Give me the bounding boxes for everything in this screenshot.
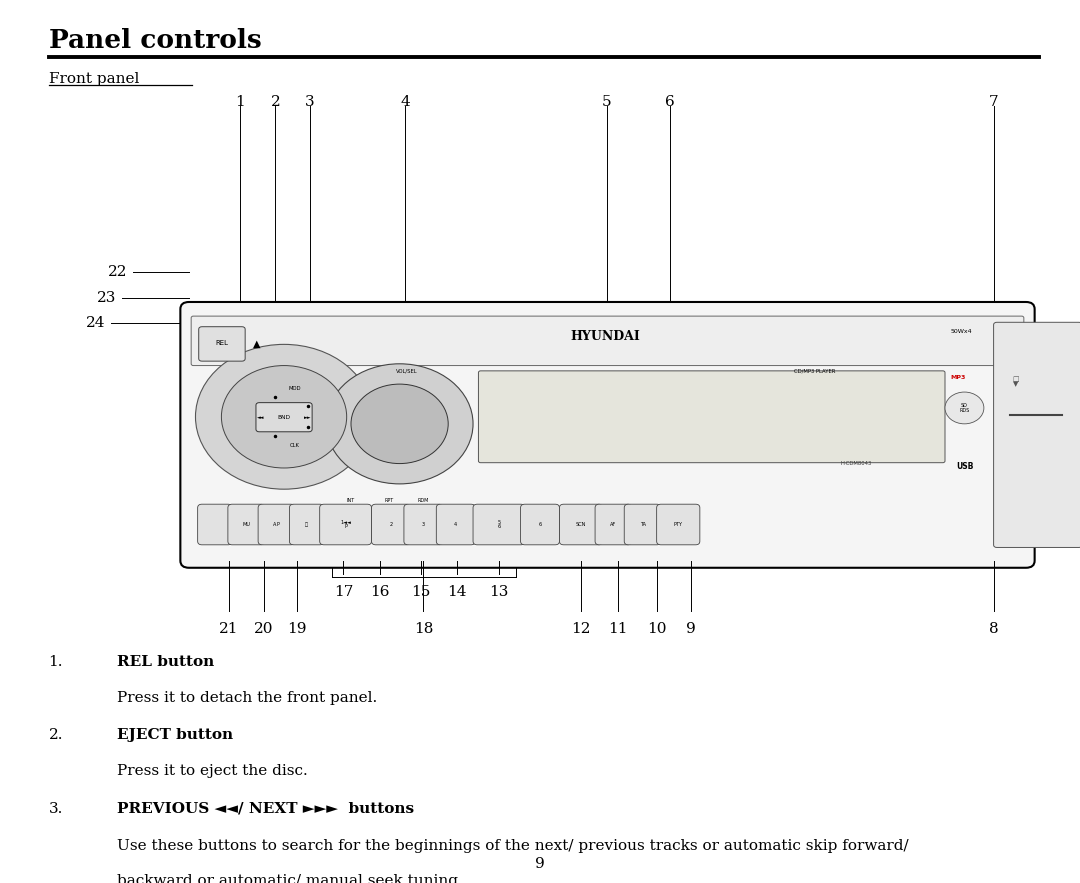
FancyBboxPatch shape [473, 504, 525, 545]
Text: INT: INT [347, 498, 355, 503]
Text: 10: 10 [647, 622, 666, 636]
FancyBboxPatch shape [521, 504, 559, 545]
Text: 22: 22 [108, 265, 127, 279]
Text: REL: REL [215, 341, 228, 346]
Text: 1: 1 [234, 95, 245, 109]
Text: REL button: REL button [117, 655, 214, 669]
FancyBboxPatch shape [258, 504, 295, 545]
Text: 13: 13 [489, 585, 509, 599]
Text: Panel controls: Panel controls [49, 28, 261, 53]
FancyBboxPatch shape [191, 316, 1024, 366]
Text: MOD: MOD [288, 386, 301, 391]
Text: 3.: 3. [49, 802, 63, 816]
FancyBboxPatch shape [199, 327, 245, 361]
Text: 3: 3 [306, 95, 314, 109]
Circle shape [221, 366, 347, 468]
Text: 1◄◄
P: 1◄◄ P [340, 520, 351, 529]
Text: backward or automatic/ manual seek tuning.: backward or automatic/ manual seek tunin… [117, 874, 462, 883]
Text: 20: 20 [254, 622, 273, 636]
Text: Front panel: Front panel [49, 72, 139, 87]
FancyBboxPatch shape [256, 403, 312, 432]
Text: 2: 2 [390, 522, 392, 527]
Text: ⏻: ⏻ [306, 522, 308, 527]
Text: 9: 9 [535, 857, 545, 871]
Text: 19: 19 [287, 622, 307, 636]
Text: 17: 17 [334, 585, 353, 599]
Text: Use these buttons to search for the beginnings of the next/ previous tracks or a: Use these buttons to search for the begi… [117, 839, 908, 853]
Text: 1.: 1. [49, 655, 63, 669]
Circle shape [945, 392, 984, 424]
Text: 12: 12 [571, 622, 591, 636]
Text: Press it to eject the disc.: Press it to eject the disc. [117, 764, 308, 778]
Text: 2.: 2. [49, 728, 63, 743]
FancyBboxPatch shape [289, 504, 324, 545]
FancyBboxPatch shape [657, 504, 700, 545]
Text: CLK: CLK [289, 442, 300, 448]
FancyBboxPatch shape [198, 504, 232, 545]
Text: 4: 4 [400, 95, 410, 109]
Text: EJECT button: EJECT button [117, 728, 233, 743]
FancyBboxPatch shape [180, 302, 1035, 568]
Text: 16: 16 [370, 585, 390, 599]
Text: 7: 7 [989, 95, 998, 109]
Text: 5
6: 5 6 [497, 520, 501, 529]
FancyBboxPatch shape [994, 322, 1080, 547]
Text: BND: BND [278, 415, 291, 420]
FancyBboxPatch shape [228, 504, 265, 545]
Text: 2: 2 [270, 95, 281, 109]
Text: 8: 8 [989, 622, 998, 636]
Text: 50Wx4: 50Wx4 [950, 328, 972, 334]
Circle shape [195, 344, 373, 489]
FancyBboxPatch shape [436, 504, 475, 545]
Text: A.P: A.P [272, 522, 281, 527]
Text: ►►: ►► [305, 415, 311, 420]
FancyBboxPatch shape [624, 504, 661, 545]
Circle shape [326, 364, 473, 484]
Text: MP3: MP3 [950, 374, 966, 380]
FancyBboxPatch shape [478, 371, 945, 463]
Text: VOL/SEL: VOL/SEL [396, 368, 418, 374]
Text: RPT: RPT [384, 498, 393, 503]
Text: ▲: ▲ [254, 338, 260, 349]
Text: PREVIOUS ◄◄/ NEXT ►►►  buttons: PREVIOUS ◄◄/ NEXT ►►► buttons [117, 802, 414, 816]
Text: TA: TA [639, 522, 646, 527]
Text: PTY: PTY [674, 522, 683, 527]
Text: SCN: SCN [576, 522, 586, 527]
FancyBboxPatch shape [404, 504, 443, 545]
Text: USB: USB [956, 462, 973, 471]
Text: CD/MP3 PLAYER: CD/MP3 PLAYER [794, 368, 835, 374]
Text: □
▼: □ ▼ [1012, 376, 1018, 387]
FancyBboxPatch shape [320, 504, 372, 545]
Text: AF: AF [610, 522, 617, 527]
Text: 6: 6 [538, 522, 542, 527]
Text: Press it to detach the front panel.: Press it to detach the front panel. [117, 691, 377, 705]
Text: 6: 6 [664, 95, 675, 109]
FancyBboxPatch shape [559, 504, 603, 545]
Text: 5: 5 [603, 95, 611, 109]
Text: 3: 3 [422, 522, 424, 527]
Text: H-CDM8043: H-CDM8043 [841, 461, 872, 466]
Text: 4: 4 [455, 522, 457, 527]
Text: ◄◄: ◄◄ [257, 415, 264, 420]
FancyBboxPatch shape [595, 504, 632, 545]
Text: 15: 15 [411, 585, 431, 599]
Text: 18: 18 [414, 622, 433, 636]
Text: 23: 23 [97, 291, 117, 306]
Text: MU: MU [242, 522, 251, 527]
Text: SD
RDS: SD RDS [959, 403, 970, 413]
Text: 9: 9 [686, 622, 697, 636]
Circle shape [351, 384, 448, 464]
Text: RDM: RDM [418, 498, 429, 503]
FancyBboxPatch shape [372, 504, 410, 545]
Text: HYUNDAI: HYUNDAI [570, 330, 639, 343]
Text: 11: 11 [608, 622, 627, 636]
Text: 14: 14 [447, 585, 467, 599]
Text: 24: 24 [86, 316, 106, 330]
Text: 21: 21 [219, 622, 239, 636]
